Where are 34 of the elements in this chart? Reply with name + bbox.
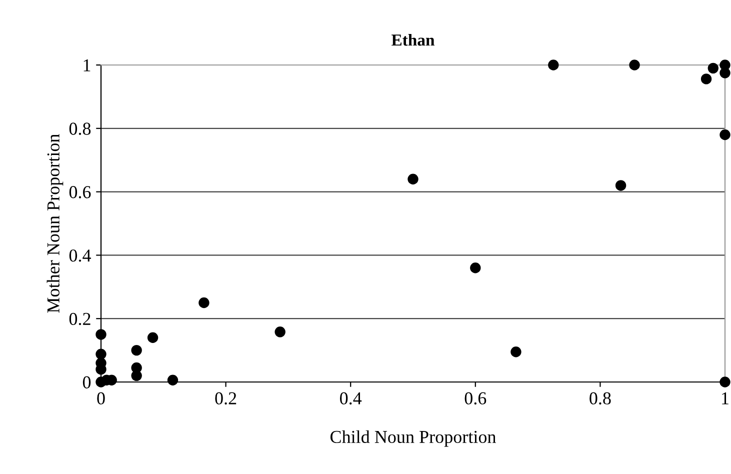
point: [274, 326, 286, 338]
point: [629, 60, 640, 70]
chart-title: Ethan: [392, 34, 435, 46]
point: [615, 180, 626, 191]
point: [708, 62, 718, 74]
y-axis-title: Mother Noun Proportion: [46, 134, 64, 313]
point: [548, 60, 559, 70]
y-tick-label: 0.8: [69, 122, 91, 135]
point: [167, 374, 178, 386]
y-tick-label: 0.6: [69, 186, 91, 198]
x-tick-label: 0.4: [340, 392, 362, 405]
x-tick-label: 0.8: [590, 392, 611, 405]
point: [408, 174, 418, 184]
point: [720, 68, 730, 78]
y-tick-label: 1: [84, 59, 90, 72]
point: [720, 376, 730, 388]
point: [510, 346, 522, 358]
x-tick-label: 1: [722, 392, 728, 404]
point: [720, 129, 730, 140]
point: [131, 344, 142, 356]
point: [700, 74, 712, 84]
x-tick-label: 0: [97, 392, 105, 404]
y-tick-label: 0.2: [69, 312, 90, 326]
point: [198, 297, 210, 308]
x-axis-title: Child Noun Proportion: [330, 430, 496, 447]
y-tick-label: 0.4: [69, 249, 91, 262]
x-tick-label: 0.6: [464, 392, 486, 405]
point: [470, 262, 481, 274]
x-tick-label: 0.2: [215, 392, 236, 405]
y-tick-label: 0: [82, 376, 91, 388]
point: [96, 348, 106, 360]
point: [131, 362, 142, 374]
point: [147, 332, 158, 343]
point: [96, 329, 106, 340]
